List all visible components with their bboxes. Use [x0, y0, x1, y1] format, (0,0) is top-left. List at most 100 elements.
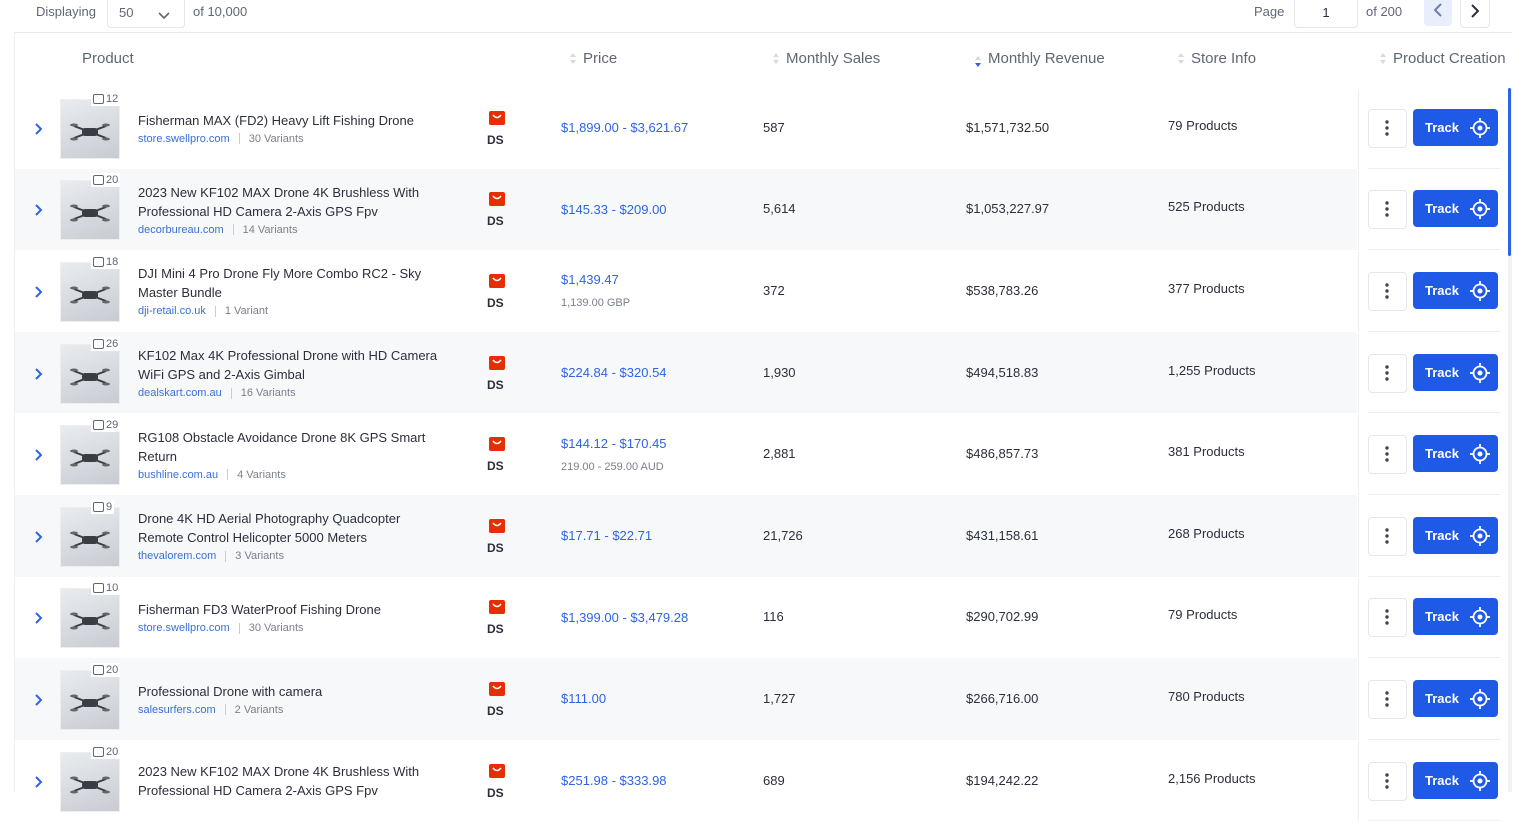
table-row[interactable] [15, 576, 1357, 659]
product-title[interactable]: RG108 Obstacle Avoidance Drone 8K GPS Sm… [138, 429, 426, 464]
product-title[interactable]: Professional Drone with camera [138, 683, 323, 699]
more-button[interactable] [1368, 272, 1407, 311]
kebab-icon-svg [1385, 120, 1389, 136]
product-image[interactable] [60, 425, 120, 486]
store-link[interactable]: salesurfers.com [138, 703, 216, 716]
store-products: 1,255 Products [1168, 362, 1256, 378]
product-title[interactable]: Fisherman MAX (FD2) Heavy Lift Fishing D… [138, 112, 414, 128]
store-link[interactable]: thevalorem.com [138, 550, 217, 563]
product-image[interactable] [60, 343, 120, 404]
more-button[interactable] [1368, 435, 1407, 475]
sort-icon [772, 52, 780, 66]
product-title[interactable]: Fisherman FD3 WaterProof Fishing Drone [138, 602, 381, 618]
sort-icon-svg [1178, 53, 1184, 64]
drone-graphic [70, 528, 110, 552]
track-icon [1470, 607, 1490, 628]
expand-chevron [35, 530, 43, 543]
drone-graphic-svg [70, 368, 110, 386]
store-link[interactable]: store.swellpro.com [138, 132, 230, 145]
product-title[interactable]: 2023 New KF102 MAX Drone 4K Brushless Wi… [138, 763, 420, 798]
action-cell-border [1358, 497, 1359, 577]
product-image[interactable] [60, 506, 120, 567]
image-count-badge: 20 [91, 173, 121, 188]
page-total: of 200 [1366, 4, 1403, 19]
product-title[interactable]: Drone 4K HD Aerial Photography Quadcopte… [138, 511, 401, 546]
price-range: $144.12 - $170.45 [561, 435, 667, 451]
price-range: $1,899.00 - $3,621.67 [561, 120, 689, 136]
kebab-icon [1385, 120, 1389, 136]
track-icon [1470, 689, 1490, 709]
source-badge: DS [487, 296, 504, 310]
cart-icon [489, 355, 505, 370]
store-link[interactable]: bushline.com.au [138, 468, 219, 481]
price-cell: $224.84 - $320.54 [561, 332, 751, 414]
track-button[interactable]: Track [1413, 598, 1498, 636]
column-header[interactable]: Store Info [1191, 50, 1257, 67]
store-link[interactable]: store.swellpro.com [138, 622, 230, 635]
track-button[interactable]: Track [1413, 761, 1498, 799]
track-button[interactable]: Track [1413, 190, 1498, 228]
sort-icon-svg [975, 56, 981, 67]
product-meta: thevalorem.com 3 Variants [138, 550, 438, 562]
table-row[interactable] [15, 168, 1357, 251]
cart-icon [489, 110, 505, 125]
track-button[interactable]: Track [1413, 435, 1498, 473]
track-icon-svg [1470, 607, 1490, 628]
more-button[interactable] [1368, 190, 1407, 230]
more-button[interactable] [1368, 108, 1407, 148]
expand-chevron-svg [35, 204, 43, 217]
product-image[interactable] [60, 751, 120, 812]
total-count: of 10,000 [193, 4, 248, 19]
track-icon [1470, 444, 1490, 465]
store-link[interactable]: dealskart.com.au [138, 387, 222, 400]
store-link[interactable]: dji-retail.co.uk [138, 305, 206, 318]
table-row[interactable] [15, 413, 1357, 495]
track-button[interactable]: Track [1413, 516, 1498, 554]
product-title[interactable]: KF102 Max 4K Professional Drone with HD … [138, 348, 438, 383]
more-button[interactable] [1368, 680, 1407, 719]
product-title[interactable]: DJI Mini 4 Pro Drone Fly More Combo RC2 … [138, 266, 422, 301]
scrollbar-thumb[interactable] [1508, 88, 1511, 256]
table-row[interactable] [15, 331, 1357, 414]
product-image[interactable] [60, 670, 120, 730]
column-header[interactable]: Product Creation [1393, 50, 1506, 67]
product-image[interactable] [60, 98, 120, 159]
monthly-sales: 1,727 [763, 691, 796, 706]
source-badge: DS [487, 704, 504, 718]
track-label: Track [1425, 527, 1459, 543]
table-row[interactable] [15, 250, 1357, 332]
product-title[interactable]: 2023 New KF102 MAX Drone 4K Brushless Wi… [138, 184, 420, 219]
store-link[interactable]: decorbureau.com [138, 223, 224, 236]
column-header[interactable]: Monthly Revenue [988, 50, 1105, 67]
table-row[interactable] [15, 658, 1357, 740]
meta-divider [224, 704, 226, 716]
product-image[interactable] [60, 180, 120, 241]
prev-page[interactable] [1424, 0, 1452, 26]
more-button[interactable] [1368, 598, 1407, 638]
track-button[interactable]: Track [1413, 272, 1498, 309]
page-size-select[interactable]: 50 [107, 0, 185, 28]
table-row[interactable] [15, 87, 1357, 169]
column-header[interactable]: Price [583, 50, 618, 67]
next-page[interactable] [1460, 0, 1490, 28]
sort-icon [974, 55, 982, 69]
variant-count: 1 Variant [224, 305, 269, 318]
table-row[interactable] [15, 495, 1357, 577]
more-button[interactable] [1368, 516, 1407, 556]
action-cell-border [1358, 89, 1359, 169]
product-image[interactable] [60, 588, 120, 649]
track-button[interactable]: Track [1413, 353, 1498, 391]
track-icon-svg [1470, 770, 1490, 791]
cart-icon-svg [489, 192, 505, 207]
product-image[interactable] [60, 262, 120, 322]
page-input[interactable]: 1 [1294, 0, 1358, 28]
column-header[interactable]: Monthly Sales [786, 50, 881, 67]
price-cell: $1,399.00 - $3,479.28 [561, 577, 751, 659]
meta-divider [214, 305, 216, 317]
more-button[interactable] [1368, 761, 1407, 801]
action-cell-border [1358, 415, 1359, 495]
track-button[interactable]: Track [1413, 680, 1498, 717]
more-button[interactable] [1368, 353, 1407, 393]
track-button[interactable]: Track [1413, 108, 1498, 146]
price-range: $17.71 - $22.71 [561, 528, 653, 544]
